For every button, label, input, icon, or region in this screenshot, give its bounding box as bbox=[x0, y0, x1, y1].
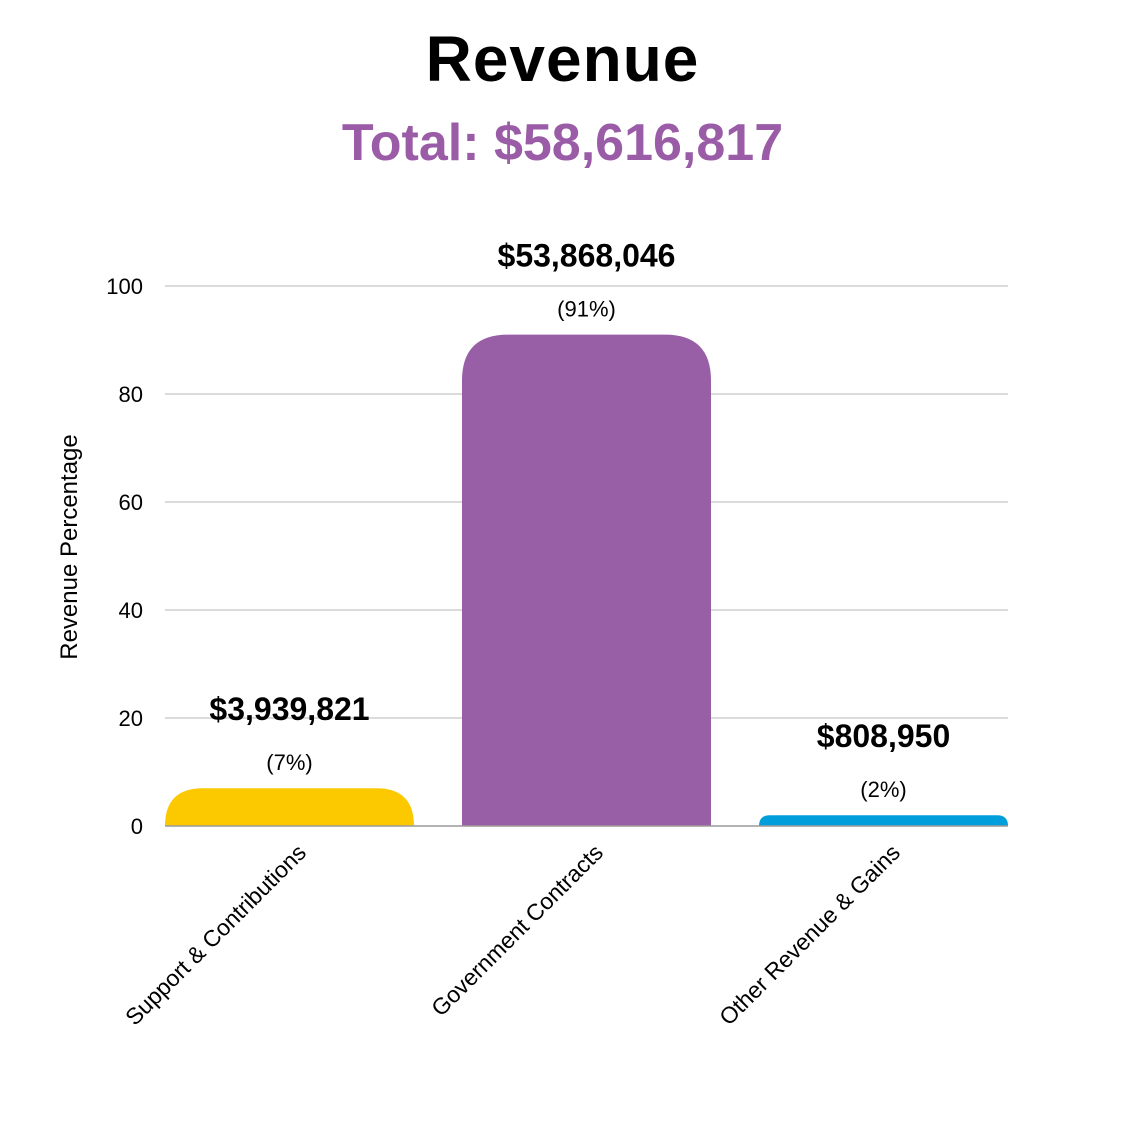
x-category-label: Other Revenue & Gains bbox=[714, 839, 905, 1030]
x-category-labels: Support & Contributions Government Contra… bbox=[120, 839, 905, 1030]
y-tick-labels: 0 20 40 60 80 100 bbox=[106, 274, 143, 839]
y-tick-label: 80 bbox=[119, 382, 143, 407]
amount-label: $53,868,046 bbox=[498, 238, 676, 274]
amount-label: $808,950 bbox=[817, 718, 950, 754]
percent-label: (91%) bbox=[557, 297, 616, 322]
data-labels: $3,939,821 (7%) $53,868,046 (91%) $808,950 (2… bbox=[209, 238, 950, 803]
percent-label: (2%) bbox=[860, 777, 906, 802]
bar bbox=[462, 334, 711, 826]
amount-label: $3,939,821 bbox=[209, 691, 369, 727]
chart-title: Revenue bbox=[425, 23, 700, 95]
y-tick-label: 60 bbox=[119, 490, 143, 515]
x-category-label: Support & Contributions bbox=[120, 839, 311, 1030]
y-tick-label: 40 bbox=[119, 598, 143, 623]
bar bbox=[759, 815, 1008, 826]
bar bbox=[165, 788, 414, 826]
bars bbox=[165, 334, 1008, 826]
y-axis-label: Revenue Percentage bbox=[56, 434, 83, 660]
y-tick-label: 100 bbox=[106, 274, 143, 299]
percent-label: (7%) bbox=[266, 750, 312, 775]
chart-subtitle: Total: $58,616,817 bbox=[341, 114, 784, 172]
y-tick-label: 0 bbox=[131, 814, 143, 839]
y-tick-label: 20 bbox=[119, 706, 143, 731]
x-category-label: Government Contracts bbox=[426, 839, 608, 1021]
